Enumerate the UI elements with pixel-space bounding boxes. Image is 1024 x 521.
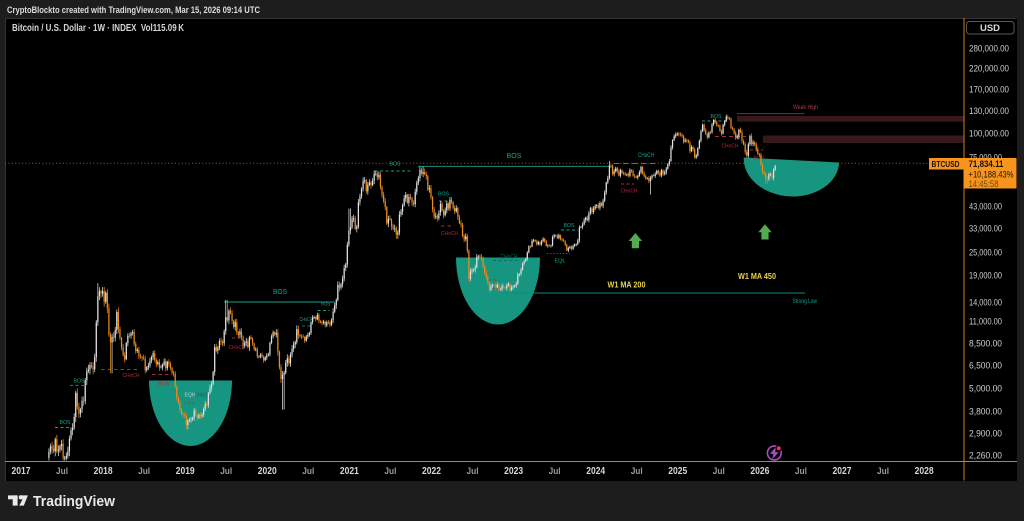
svg-text:2,900.00: 2,900.00 [969,428,1002,439]
svg-text:2024: 2024 [586,466,605,477]
svg-text:Jul: Jul [795,466,807,476]
svg-text:Jul: Jul [467,466,479,476]
svg-text:8,500.00: 8,500.00 [969,338,1002,349]
svg-text:5,000.00: 5,000.00 [969,383,1002,394]
svg-text:280,000.00: 280,000.00 [969,43,1009,54]
svg-text:EQL: EQL [555,259,566,265]
svg-text:Bitcoin / U.S. Dollar · 1W · I: Bitcoin / U.S. Dollar · 1W · INDEX Vol11… [12,23,185,34]
svg-text:Jul: Jul [631,466,643,476]
svg-text:Jul: Jul [302,466,314,476]
svg-text:BOS: BOS [74,379,85,385]
svg-text:100,000.00: 100,000.00 [969,128,1009,139]
svg-text:71,834.11: 71,834.11 [969,159,1005,170]
svg-text:6,500.00: 6,500.00 [969,360,1002,371]
svg-text:19,000.00: 19,000.00 [969,270,1002,281]
svg-text:CHoCH: CHoCH [441,231,458,237]
svg-text:W1 MA 200: W1 MA 200 [608,281,646,290]
svg-text:43,000.00: 43,000.00 [969,201,1002,212]
svg-text:2020: 2020 [258,466,277,477]
svg-text:TradingView: TradingView [33,493,115,510]
svg-text:2025: 2025 [668,466,687,477]
svg-text:BOS: BOS [273,287,287,296]
svg-text:Jul: Jul [384,466,396,476]
svg-text:14,000.00: 14,000.00 [969,297,1002,308]
svg-text:CHoCH: CHoCH [229,345,246,351]
svg-text:BTCUSD: BTCUSD [932,160,960,169]
svg-text:BOS: BOS [489,285,500,291]
svg-text:Weak High: Weak High [793,104,818,111]
svg-text:CHoCH: CHoCH [195,393,209,399]
svg-text:2026: 2026 [750,466,769,477]
svg-text:Jul: Jul [877,466,889,476]
svg-text:Jul: Jul [138,466,150,476]
svg-text:CHoCH: CHoCH [300,317,313,323]
svg-text:2,260.00: 2,260.00 [969,450,1002,461]
svg-text:Jul: Jul [56,466,68,476]
svg-text:CHoCH: CHoCH [123,373,140,379]
svg-text:2022: 2022 [422,466,441,477]
svg-text:14:45:58: 14:45:58 [969,179,999,189]
svg-text:BOS: BOS [754,156,765,162]
svg-text:2018: 2018 [94,466,113,477]
svg-text:220,000.00: 220,000.00 [969,63,1009,74]
svg-text:Strong Low: Strong Low [793,299,818,305]
svg-text:130,000.00: 130,000.00 [969,106,1009,117]
svg-text:170,000.00: 170,000.00 [969,84,1009,95]
svg-text:75,000.00: 75,000.00 [969,152,1002,163]
svg-text:BOS: BOS [390,161,401,167]
svg-text:2027: 2027 [833,466,852,477]
svg-text:+10,188.43%: +10,188.43% [969,170,1014,180]
svg-text:2017: 2017 [12,466,31,477]
svg-text:BOS: BOS [321,301,331,307]
svg-text:EQH: EQH [185,393,196,399]
svg-text:BOS: BOS [438,192,449,198]
svg-text:BOS: BOS [564,223,575,229]
svg-text:33,000.00: 33,000.00 [969,223,1002,234]
svg-text:25,000.00: 25,000.00 [969,247,1002,258]
svg-text:BOS: BOS [158,382,169,388]
svg-text:Jul: Jul [220,466,232,476]
svg-text:CryptoBlockto created with Tra: CryptoBlockto created with TradingView.c… [7,5,260,16]
svg-text:BOS: BOS [60,420,71,426]
svg-text:CHoCH: CHoCH [501,255,518,261]
svg-text:2023: 2023 [504,466,523,477]
svg-text:BOS: BOS [711,114,722,120]
svg-text:W1 MA 450: W1 MA 450 [738,272,776,281]
svg-text:2021: 2021 [340,466,359,477]
svg-text:11,000.00: 11,000.00 [969,316,1002,327]
svg-text:Jul: Jul [549,466,561,476]
svg-text:BOS: BOS [507,153,522,160]
svg-text:Jul: Jul [713,466,725,476]
svg-text:CHoCH: CHoCH [638,153,654,159]
svg-text:2019: 2019 [176,466,195,477]
svg-text:CHoCH: CHoCH [722,144,739,150]
svg-text:2028: 2028 [915,466,934,477]
svg-text:CHoCH: CHoCH [621,189,638,195]
svg-text:USD: USD [980,23,1001,33]
svg-text:3,800.00: 3,800.00 [969,406,1002,417]
